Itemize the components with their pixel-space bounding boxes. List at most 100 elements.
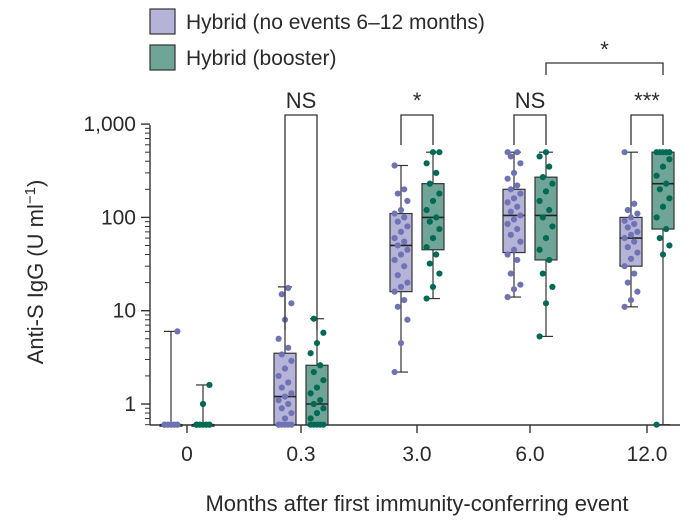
x-tick-label: 12.0 (627, 443, 668, 466)
x-tick-label: 6.0 (515, 443, 544, 466)
data-point-booster (653, 214, 660, 221)
legend-label-hybrid-no-events: Hybrid (no events 6–12 months) (186, 11, 485, 34)
data-point-no-events (397, 228, 405, 235)
data-point-no-events (627, 214, 635, 221)
data-point-no-events (507, 153, 514, 160)
data-point-booster (539, 270, 546, 277)
data-point-booster (546, 256, 553, 264)
data-point-no-events (621, 234, 628, 242)
data-point-booster (429, 149, 437, 156)
data-point-no-events (288, 409, 295, 417)
y-axis-title: Anti-S IgG (U ml−1) (22, 180, 48, 365)
data-point-no-events (510, 169, 518, 176)
data-point-booster (199, 400, 207, 408)
data-point-no-events (507, 208, 514, 215)
data-point-booster (436, 225, 443, 233)
significance-brackets: NS * NS **** (284, 37, 664, 330)
data-point-booster (317, 362, 324, 369)
data-point-no-events (404, 197, 411, 205)
data-point-no-events (391, 210, 398, 217)
data-point-booster (666, 156, 673, 163)
data-point-no-events (275, 421, 282, 428)
data-point-no-events (631, 238, 638, 245)
data-point-booster (542, 234, 550, 242)
data-point-booster (320, 405, 327, 412)
data-point-no-events (281, 415, 289, 422)
data-point-booster (423, 295, 430, 302)
data-point-booster (193, 421, 200, 428)
y-tick-label: 1 (124, 393, 136, 416)
box-booster-6.0 (534, 151, 558, 338)
data-point-booster (539, 174, 546, 181)
data-point-no-events (504, 220, 511, 228)
data-point-no-events (174, 328, 181, 335)
data-point-booster (310, 368, 317, 376)
data-point-no-events (624, 224, 631, 231)
data-point-no-events (514, 225, 521, 233)
data-point-booster (536, 197, 543, 205)
data-point-no-events (167, 421, 175, 428)
data-point-no-events (624, 206, 631, 214)
data-point-booster (310, 315, 317, 322)
significance-bracket (400, 114, 434, 145)
data-point-booster (426, 218, 433, 225)
data-point-no-events (634, 249, 641, 256)
data-point-booster (659, 251, 667, 258)
data-point-no-events (394, 190, 401, 197)
data-point-no-events (401, 214, 408, 221)
data-point-booster (310, 421, 317, 428)
data-point-no-events (624, 244, 631, 251)
data-point-no-events (285, 379, 292, 386)
data-point-booster (653, 421, 660, 428)
data-point-no-events (391, 234, 398, 242)
data-point-no-events (510, 216, 518, 223)
data-point-booster (429, 197, 437, 205)
data-points (161, 149, 673, 428)
data-point-no-events (278, 405, 285, 412)
legend-swatch-hybrid-no-events (149, 8, 176, 35)
data-point-no-events (514, 256, 521, 264)
data-point-no-events (624, 279, 631, 286)
data-point-no-events (275, 372, 282, 380)
data-point-booster (656, 234, 663, 242)
data-point-no-events (631, 200, 638, 207)
data-point-booster (436, 149, 443, 156)
data-point-no-events (517, 281, 524, 288)
data-point-booster (663, 225, 670, 233)
data-point-no-events (288, 390, 295, 397)
data-point-no-events (397, 339, 405, 347)
y-tick-label: 10 (113, 300, 136, 323)
data-point-no-events (391, 288, 398, 295)
data-point-no-events (631, 220, 638, 228)
data-point-booster (542, 300, 550, 307)
data-point-no-events (627, 255, 635, 262)
data-point-booster (433, 169, 440, 176)
x-tick-label: 0.3 (286, 443, 315, 466)
data-point-no-events (285, 421, 292, 428)
data-point-no-events (275, 397, 282, 404)
data-point-no-events (397, 206, 405, 214)
data-point-no-events (517, 190, 524, 197)
data-point-no-events (404, 279, 411, 286)
data-point-no-events (504, 293, 511, 301)
data-point-booster (307, 415, 314, 422)
y-tick-label: 100 (101, 206, 136, 229)
data-point-no-events (404, 246, 411, 253)
boxes (159, 151, 675, 427)
y-axis-ticks: 1 10 100 1,000 (83, 113, 150, 426)
data-point-booster (313, 409, 321, 417)
data-point-no-events (634, 228, 641, 235)
data-point-booster (206, 381, 213, 389)
data-point-booster (659, 203, 667, 210)
data-point-no-events (394, 272, 401, 279)
data-point-booster (542, 149, 550, 156)
y-tick-label: 1,000 (83, 113, 136, 136)
data-point-booster (549, 223, 556, 230)
data-point-no-events (401, 238, 408, 245)
data-point-no-events (510, 286, 518, 293)
data-point-no-events (514, 182, 521, 189)
x-tick-label: 0 (181, 443, 193, 466)
data-point-booster (656, 186, 663, 193)
data-point-booster (423, 160, 430, 167)
data-point-booster (433, 214, 440, 221)
